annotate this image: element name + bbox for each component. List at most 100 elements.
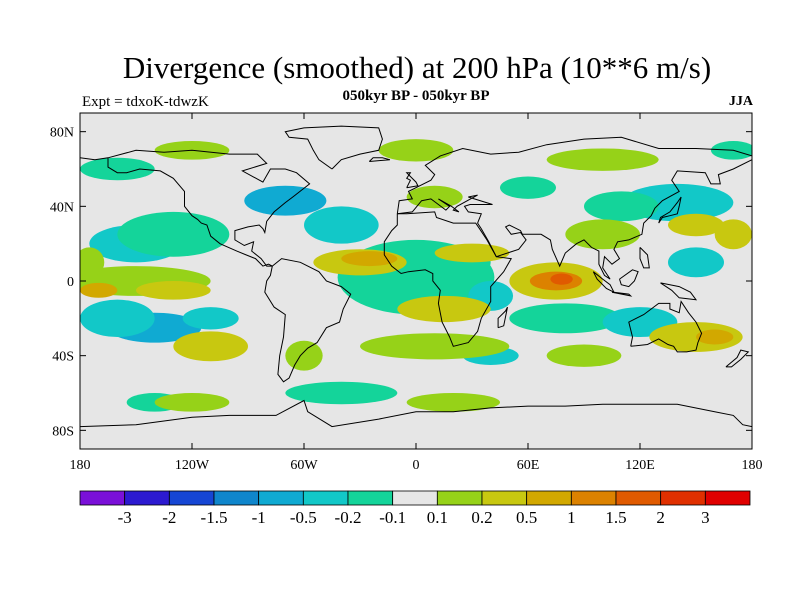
coastline bbox=[396, 136, 752, 214]
lon-tick-label: 180 bbox=[742, 458, 763, 473]
colorbar-label: 1 bbox=[567, 508, 576, 527]
plot-title: Divergence (smoothed) at 200 hPa (10**6 … bbox=[122, 50, 712, 85]
coastline bbox=[80, 399, 752, 428]
field-contour-region bbox=[406, 185, 463, 209]
field-contour-region bbox=[136, 281, 211, 300]
field-contour-region bbox=[80, 247, 105, 278]
field-contour-region bbox=[565, 219, 641, 250]
field-contour-region bbox=[80, 157, 155, 181]
colorbar-swatch bbox=[526, 490, 572, 506]
coastline bbox=[368, 157, 391, 162]
field-contour-region bbox=[397, 295, 491, 323]
coastline bbox=[405, 172, 419, 189]
lon-tick-label: 0 bbox=[413, 458, 420, 473]
colorbar-label: -0.5 bbox=[290, 508, 317, 527]
field-contour-region bbox=[550, 273, 573, 285]
coastline bbox=[383, 211, 513, 347]
colorbar-swatch bbox=[436, 490, 483, 506]
colorbar-label: -1 bbox=[252, 508, 266, 527]
field-contour-region bbox=[117, 211, 230, 257]
field-contour-region bbox=[546, 344, 622, 367]
colorbar-swatch bbox=[79, 490, 126, 506]
field-contour-region bbox=[173, 331, 248, 362]
field-contour-region bbox=[304, 206, 379, 244]
lon-tick-label: 60W bbox=[290, 458, 318, 473]
colorbar-label: -3 bbox=[118, 508, 132, 527]
coastline bbox=[107, 149, 311, 267]
colorbar-swatch bbox=[392, 490, 438, 506]
field-contour-region bbox=[584, 191, 659, 222]
colorbar-label: -0.2 bbox=[335, 508, 362, 527]
field-contour-region bbox=[668, 247, 724, 278]
divergence-field bbox=[80, 139, 752, 412]
field-contour-region bbox=[80, 299, 155, 338]
colorbar-label: 3 bbox=[701, 508, 710, 527]
coastline bbox=[725, 349, 750, 368]
colorbar-swatch bbox=[213, 490, 260, 506]
experiment-label: Expt = tdxoK-tdwzK bbox=[82, 94, 209, 110]
map-axes: 180 120W 60W 0 60E 120E 180 80N 40N 0 40S 80S bbox=[50, 113, 763, 473]
colorbar-swatch bbox=[168, 490, 215, 506]
colorbar-label: -1.5 bbox=[201, 508, 228, 527]
lat-tick-label: 80S bbox=[52, 424, 74, 439]
field-contour-region bbox=[649, 322, 743, 352]
colorbar: -3 -2 -1.5 -1 -0.5 -0.2 -0.1 0.1 0.2 0.5 1 1.5 2 3 bbox=[79, 490, 751, 527]
coastline bbox=[660, 282, 698, 301]
colorbar-swatch bbox=[347, 490, 394, 506]
coastline bbox=[264, 258, 352, 383]
field-contour-region bbox=[406, 393, 501, 412]
field-contour-region bbox=[360, 333, 510, 360]
field-contour-region bbox=[696, 329, 734, 345]
coastline bbox=[611, 291, 633, 297]
coastline bbox=[619, 269, 639, 288]
field-contour-region bbox=[182, 307, 239, 330]
plot-subtitle: 050kyr BP - 050kyr BP bbox=[342, 88, 490, 104]
colorbar-swatch bbox=[615, 490, 662, 506]
coastline bbox=[397, 159, 752, 280]
colorbar-label: 0.5 bbox=[516, 508, 537, 527]
lon-tick-label: 180 bbox=[70, 458, 91, 473]
colorbar-swatch bbox=[302, 490, 349, 506]
colorbar-swatch bbox=[258, 490, 304, 506]
coastline bbox=[639, 247, 650, 269]
field-contour-region bbox=[546, 148, 659, 171]
field-contour-region bbox=[509, 303, 622, 334]
lon-tick-label: 60E bbox=[517, 458, 540, 473]
colorbar-swatch bbox=[570, 490, 617, 506]
coastline bbox=[497, 306, 508, 329]
colorbar-label: 0.2 bbox=[471, 508, 492, 527]
season-label: JJA bbox=[728, 94, 753, 109]
coastline bbox=[284, 125, 383, 170]
lon-tick-label: 120W bbox=[175, 458, 210, 473]
field-contour-region bbox=[668, 213, 724, 237]
colorbar-swatch bbox=[660, 490, 706, 506]
field-contour-region bbox=[500, 176, 556, 199]
field-contour-region bbox=[378, 139, 454, 162]
lat-tick-label: 40N bbox=[50, 200, 74, 215]
field-contour-region bbox=[80, 282, 118, 298]
coastlines bbox=[80, 125, 752, 428]
coastline bbox=[80, 157, 109, 161]
colorbar-swatch bbox=[704, 490, 751, 506]
colorbar-swatch bbox=[124, 490, 170, 506]
colorbar-label: 2 bbox=[656, 508, 665, 527]
field-contour-region bbox=[285, 340, 323, 371]
colorbar-label: -2 bbox=[162, 508, 176, 527]
field-contour-region bbox=[244, 185, 327, 216]
field-contour-region bbox=[434, 243, 510, 263]
lat-tick-label: 80N bbox=[50, 126, 74, 141]
field-contour-region bbox=[154, 393, 230, 412]
colorbar-label: 0.1 bbox=[427, 508, 448, 527]
lat-tick-label: 0 bbox=[67, 275, 74, 290]
field-contour-region bbox=[714, 219, 752, 250]
field-contour-region bbox=[285, 381, 398, 405]
lon-tick-label: 120E bbox=[625, 458, 655, 473]
coastline bbox=[658, 196, 682, 224]
colorbar-swatch bbox=[481, 490, 528, 506]
lat-tick-label: 40S bbox=[52, 350, 74, 365]
coastline bbox=[628, 300, 703, 353]
colorbar-label: 1.5 bbox=[605, 508, 626, 527]
colorbar-label: -0.1 bbox=[379, 508, 406, 527]
field-contour-region bbox=[341, 251, 398, 267]
